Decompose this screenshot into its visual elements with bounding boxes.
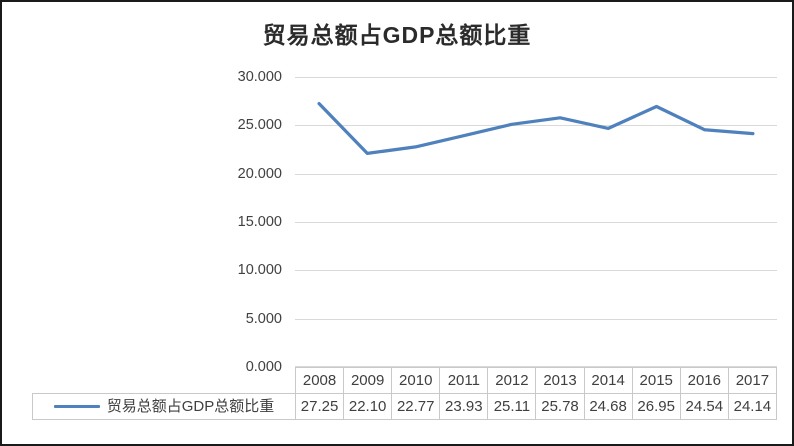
value-cell: 27.25 [296,394,345,419]
value-cell: 25.11 [488,394,537,419]
x-axis-year-row: 2008 2009 2010 2011 2012 2013 2014 2015 2016 2017 [295,367,777,393]
y-tick-label: 25.000 [237,117,282,134]
plot-area [295,77,777,367]
y-tick-label: 15.000 [237,214,282,230]
year-cell: 2017 [729,368,777,393]
legend-cell: 贸易总额占GDP总额比重 [33,394,296,419]
value-cell: 26.95 [633,394,681,419]
value-cell: 22.10 [344,394,393,419]
y-tick-label: 0.000 [245,359,282,375]
chart-title: 贸易总额占GDP总额比重 [262,22,532,48]
y-tick-label: 10.000 [237,262,282,279]
y-tick-label: 20.000 [237,165,282,182]
y-axis-labels: 0.000 5.000 10.000 15.000 20.000 25.000 30.000 [207,69,288,375]
value-cell: 24.14 [729,394,777,419]
year-cell: 2008 [296,368,345,393]
value-cell: 22.77 [392,394,441,419]
year-cell: 2016 [681,368,729,393]
year-cell: 2011 [440,368,489,393]
legend-line-swatch-icon [53,405,100,408]
value-cell: 24.54 [681,394,729,419]
data-table-value-row: 贸易总额占GDP总额比重 27.25 22.10 22.77 23.93 25.11 25.… [32,393,777,420]
year-cell: 2014 [585,368,633,393]
value-cell: 24.68 [585,394,633,419]
legend-label: 贸易总额占GDP总额比重 [106,398,275,415]
value-cell: 25.78 [536,394,585,419]
series-line [317,101,755,156]
year-cell: 2013 [536,368,585,393]
y-tick-label: 5.000 [245,310,282,327]
year-cell: 2010 [392,368,441,393]
y-tick-label: 30.000 [237,69,282,85]
year-cell: 2015 [633,368,681,393]
value-cell: 23.93 [440,394,489,419]
year-cell: 2012 [488,368,537,393]
year-cell: 2009 [344,368,393,393]
